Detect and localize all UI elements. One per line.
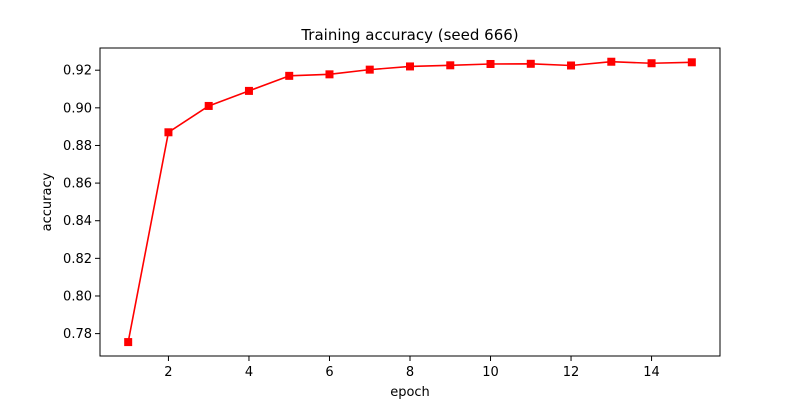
data-point <box>526 59 535 68</box>
y-tick-label: 0.84 <box>63 214 92 229</box>
y-axis-label: accuracy <box>40 172 55 231</box>
x-tick-label: 10 <box>482 365 499 380</box>
x-tick-label: 6 <box>325 365 333 380</box>
x-axis-ticks: 2 4 6 8 10 12 14 <box>164 356 660 380</box>
data-point <box>124 338 133 347</box>
x-tick-label: 8 <box>406 365 414 380</box>
y-axis-ticks: 0.78 0.80 0.82 0.84 0.86 0.88 0.90 0.92 <box>63 64 100 342</box>
data-point <box>204 101 213 110</box>
x-tick-label: 4 <box>245 365 253 380</box>
y-tick-label: 0.82 <box>63 252 92 267</box>
chart-title: Training accuracy (seed 666) <box>300 26 518 44</box>
data-point <box>365 65 374 74</box>
data-point <box>325 70 334 79</box>
data-point <box>285 71 294 80</box>
x-axis-label: epoch <box>390 385 430 400</box>
y-tick-label: 0.80 <box>63 289 92 304</box>
data-point <box>687 58 696 67</box>
x-tick-label: 14 <box>643 365 660 380</box>
data-point <box>567 61 576 70</box>
data-point <box>446 61 455 70</box>
y-tick-label: 0.90 <box>63 101 92 116</box>
plot-frame <box>99 47 721 357</box>
data-point <box>486 59 495 68</box>
data-point <box>164 128 173 137</box>
data-point <box>607 57 616 66</box>
y-tick-label: 0.78 <box>63 327 92 342</box>
data-point <box>244 86 253 95</box>
x-tick-label: 12 <box>563 365 580 380</box>
y-tick-label: 0.92 <box>63 64 92 79</box>
x-tick-label: 2 <box>164 365 172 380</box>
y-tick-label: 0.86 <box>63 177 92 192</box>
y-tick-label: 0.88 <box>63 139 92 154</box>
data-point <box>406 62 414 71</box>
series-layer <box>124 57 696 347</box>
data-point <box>647 59 656 68</box>
